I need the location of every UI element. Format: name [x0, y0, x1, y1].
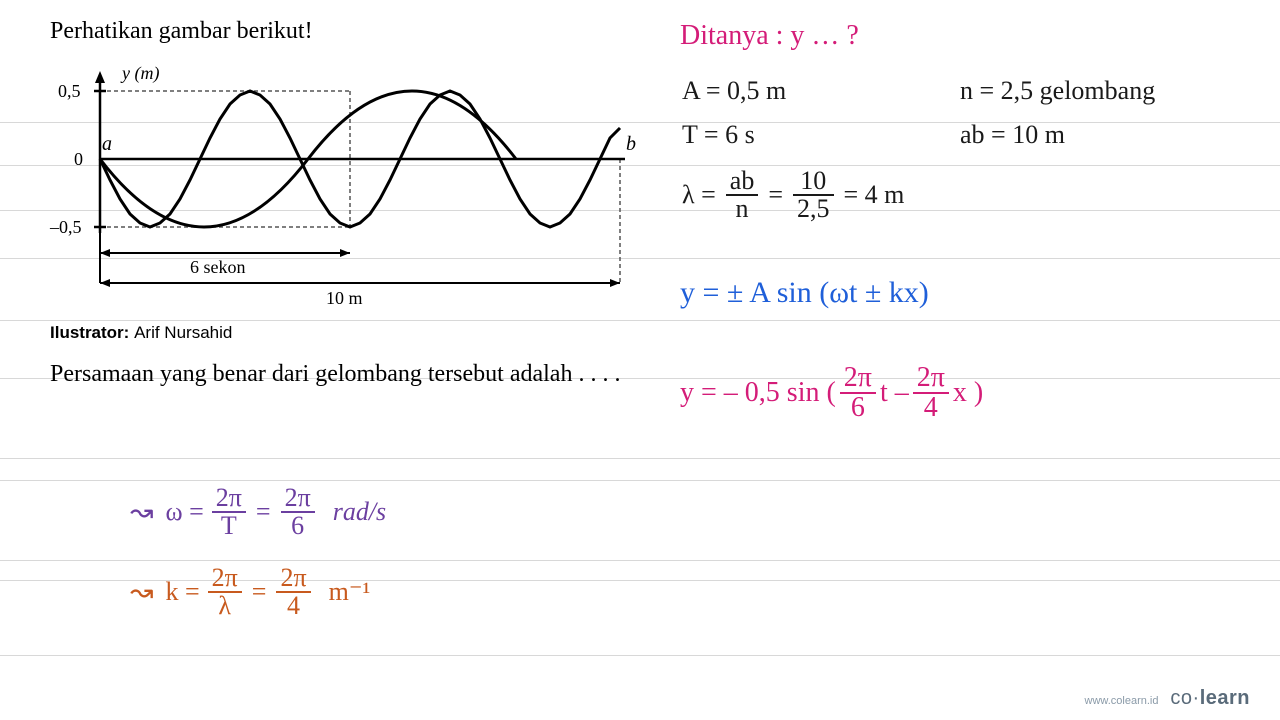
k-unit: m⁻¹ — [329, 577, 371, 607]
illustrator-credit: Ilustrator: Arif Nursahid — [50, 323, 650, 343]
squiggle-arrow-icon: ↝ — [130, 495, 153, 529]
omega-eq-sign: = — [256, 497, 271, 527]
y-tick-zero: 0 — [74, 149, 83, 170]
ditanya-text: Ditanya : y … ? — [680, 20, 859, 52]
illustrator-label: Ilustrator: — [50, 323, 129, 342]
answer-mid1: t – — [880, 377, 909, 409]
amplitude-eq: A = 0,5 m — [682, 76, 786, 106]
y-tick-top: 0,5 — [58, 81, 81, 102]
ruled-line — [0, 480, 1280, 481]
omega-unit: rad/s — [333, 497, 386, 527]
lambda-frac2: 102,5 — [793, 168, 834, 222]
squiggle-arrow-icon: ↝ — [130, 575, 153, 609]
lambda-eq1: = — [768, 180, 783, 210]
ab-eq: ab = 10 m — [960, 120, 1065, 150]
y-tick-bottom: –0,5 — [50, 217, 82, 238]
k-frac2: 2π4 — [276, 565, 310, 619]
period-eq: T = 6 s — [682, 120, 755, 150]
lambda-eq: λ = abn = 102,5 = 4 m — [682, 168, 904, 222]
footer-brand: co·learn — [1170, 687, 1250, 709]
k-frac1: 2πλ — [208, 565, 242, 619]
omega-frac1: 2πT — [212, 485, 246, 539]
problem-intro: Perhatikan gambar berikut! — [50, 18, 650, 45]
omega-frac2: 2π6 — [281, 485, 315, 539]
wave-formula: y = ± A sin (ωt ± kx) — [680, 276, 929, 310]
point-a: a — [102, 133, 112, 156]
bottom-calculations: ↝ ω = 2πT = 2π6 rad/s ↝ k = 2πλ = 2π4 m⁻… — [130, 485, 386, 619]
n-eq: n = 2,5 gelombang — [960, 76, 1155, 106]
illustrator-name: Arif Nursahid — [134, 323, 232, 342]
ruled-line — [0, 458, 1280, 459]
wave-svg — [50, 53, 650, 323]
lambda-lhs: λ = — [682, 180, 716, 210]
y-axis-label: y (m) — [122, 63, 159, 84]
omega-eq: ↝ ω = 2πT = 2π6 rad/s — [130, 485, 386, 539]
wave-diagram: y (m) 0,5 0 –0,5 a b 6 sekon 10 m — [50, 53, 650, 323]
problem-column: Perhatikan gambar berikut! — [50, 18, 650, 390]
answer-frac2: 2π4 — [913, 364, 949, 422]
answer-mid2: x ) — [953, 377, 983, 409]
ruled-line — [0, 655, 1280, 656]
length-label: 10 m — [326, 288, 363, 309]
lambda-rhs: = 4 m — [844, 180, 905, 210]
footer-url: www.colearn.id — [1085, 695, 1159, 707]
point-b: b — [626, 133, 636, 156]
question-text: Persamaan yang benar dari gelombang ters… — [50, 359, 650, 390]
lambda-frac1: abn — [726, 168, 759, 222]
footer: www.colearn.id co·learn — [1085, 687, 1250, 710]
period-label: 6 sekon — [190, 257, 246, 278]
answer-pre: y = – 0,5 sin ( — [680, 377, 836, 409]
omega-lhs: ω = — [165, 497, 203, 527]
answer-frac1: 2π6 — [840, 364, 876, 422]
answer-eq: y = – 0,5 sin ( 2π6 t – 2π4 x ) — [680, 364, 983, 422]
k-eq-sign: = — [252, 577, 267, 607]
k-eq: ↝ k = 2πλ = 2π4 m⁻¹ — [130, 565, 386, 619]
k-lhs: k = — [165, 577, 199, 607]
